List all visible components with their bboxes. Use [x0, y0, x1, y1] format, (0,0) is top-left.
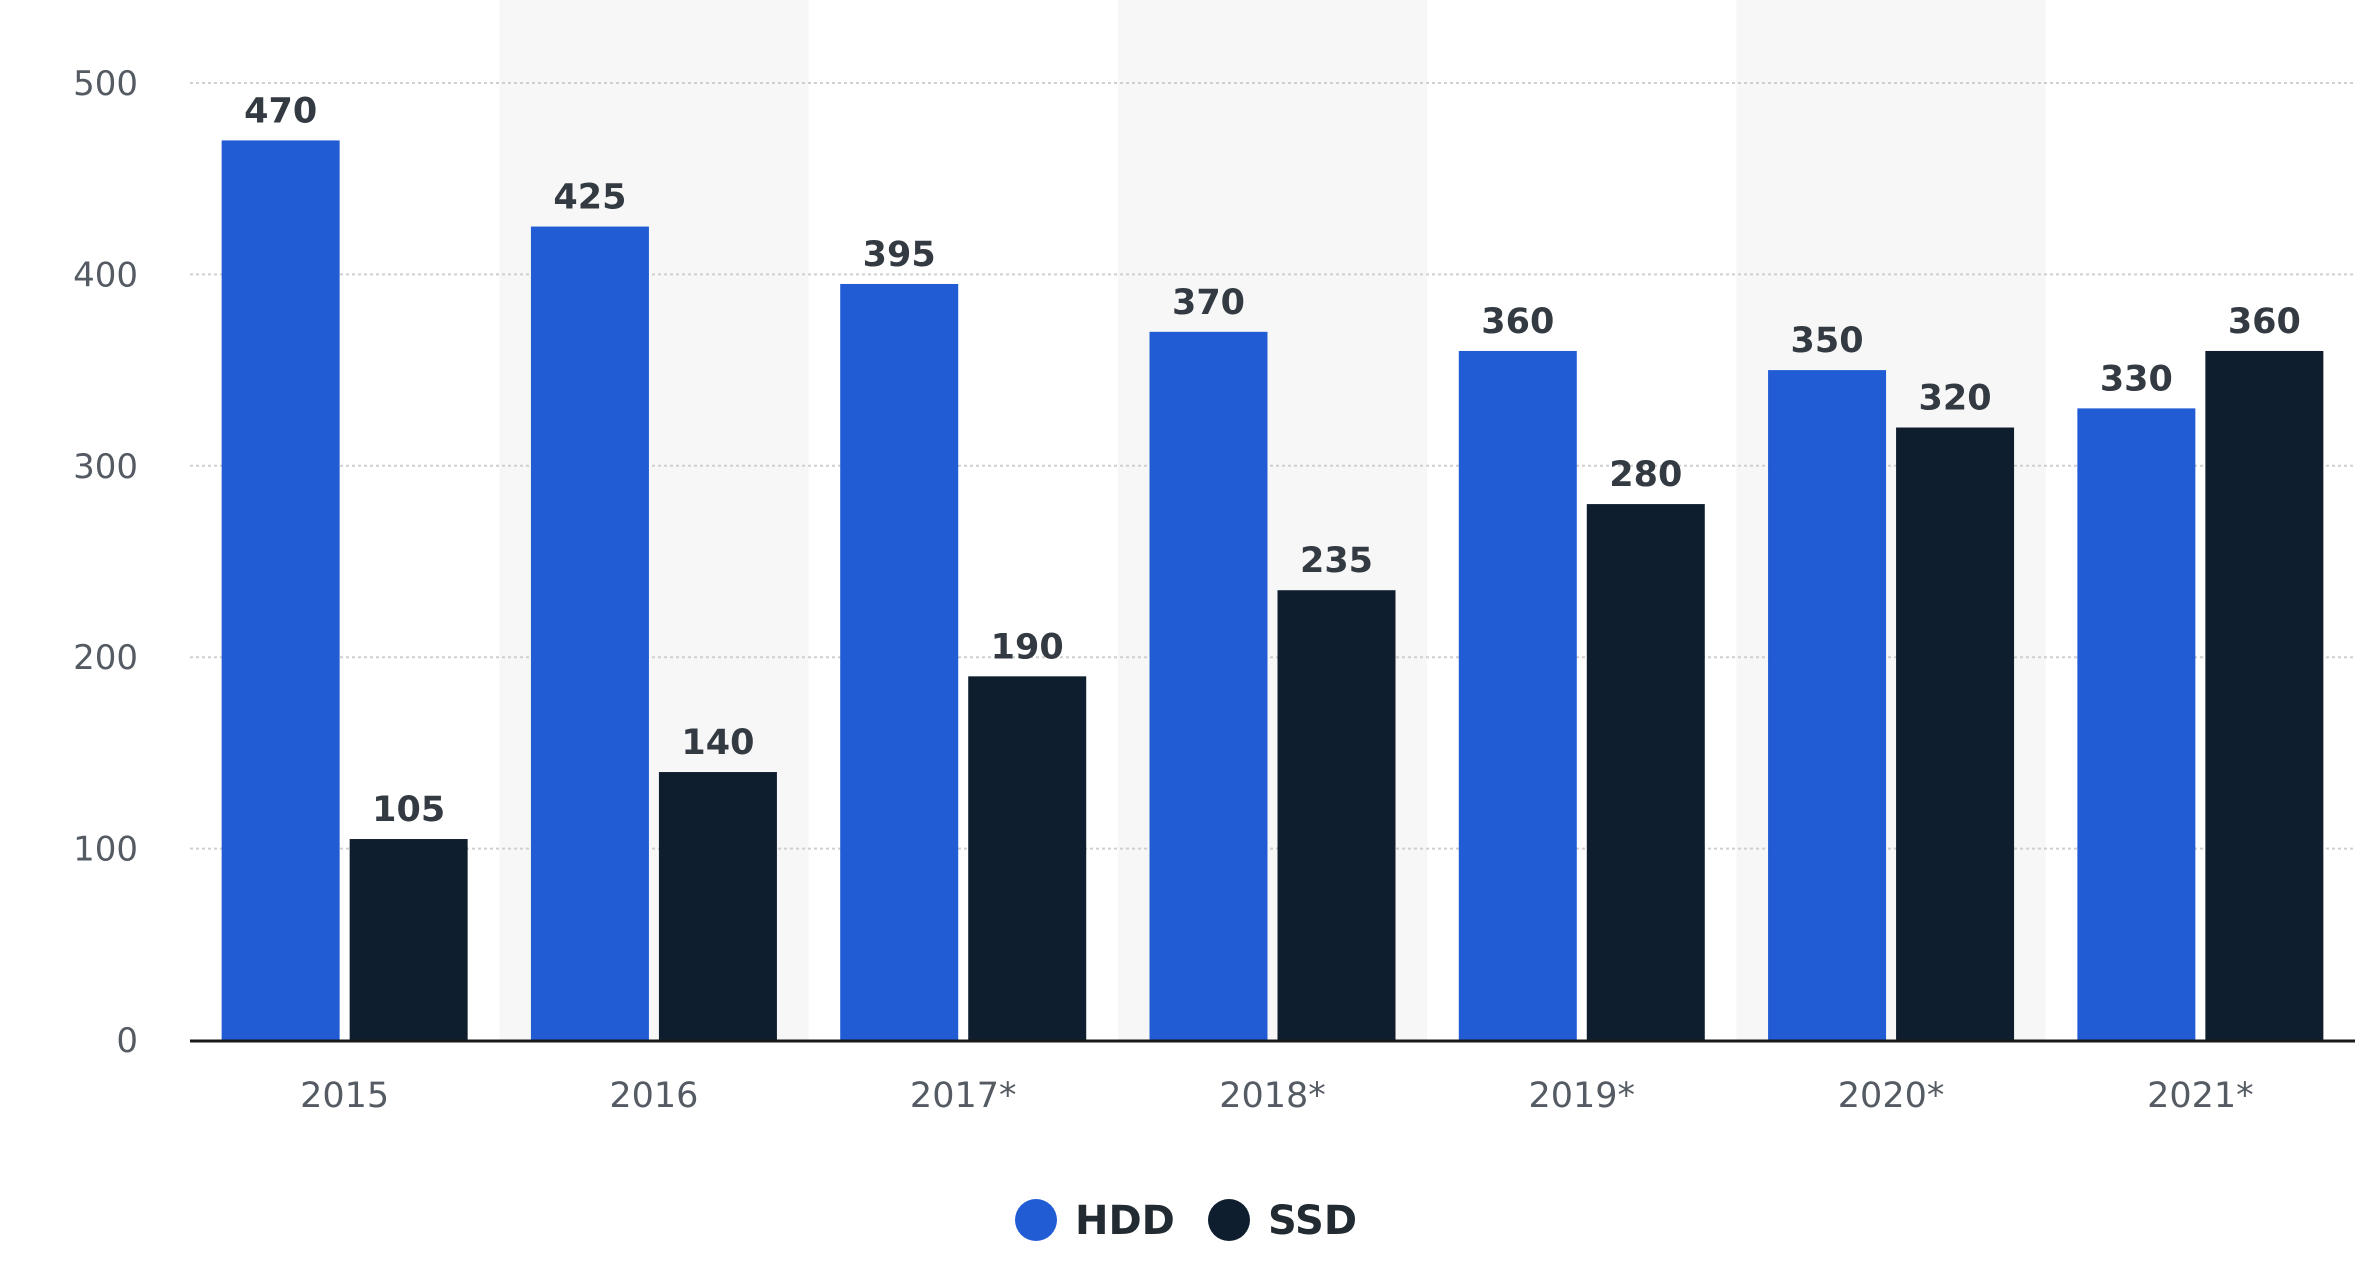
y-tick-label: 200	[73, 638, 138, 678]
data-label: 360	[2228, 302, 2301, 342]
y-tick-label: 300	[73, 447, 138, 487]
y-axis: 0 100 200 300 400 500	[73, 64, 138, 1061]
bar-hdd-2016[interactable]	[530, 226, 649, 1041]
x-tick-label: 2018*	[1219, 1076, 1326, 1116]
x-tick-label: 2015	[300, 1076, 389, 1116]
bar-hdd-2020[interactable]	[1768, 370, 1887, 1041]
bar-ssd-2018[interactable]	[1277, 590, 1396, 1040]
data-label: 280	[1609, 455, 1682, 495]
legend-item-ssd[interactable]: SSD	[1208, 1198, 1357, 1244]
bar-hdd-2019[interactable]	[1458, 350, 1577, 1041]
data-label: 360	[1481, 302, 1554, 342]
data-label: 370	[1172, 283, 1245, 323]
data-label: 425	[553, 178, 626, 218]
bar-ssd-2016[interactable]	[658, 772, 777, 1040]
bar-hdd-2017[interactable]	[840, 283, 959, 1041]
data-label: 395	[863, 235, 936, 275]
data-label: 330	[2100, 359, 2173, 399]
data-label: 470	[244, 91, 317, 131]
data-label: 350	[1791, 321, 1864, 361]
x-tick-label: 2021*	[2147, 1076, 2254, 1116]
data-label: 105	[372, 790, 445, 830]
bar-ssd-2019[interactable]	[1586, 504, 1705, 1041]
data-label: 190	[991, 627, 1064, 667]
bar-hdd-2021[interactable]	[2077, 408, 2196, 1040]
bar-ssd-2021[interactable]	[2205, 350, 2324, 1041]
legend-marker-icon	[1208, 1199, 1250, 1241]
data-label: 235	[1300, 541, 1373, 581]
legend-item-hdd[interactable]: HDD	[1015, 1198, 1175, 1244]
bars	[221, 140, 2324, 1041]
bar-ssd-2015[interactable]	[349, 839, 468, 1040]
bar-ssd-2017[interactable]	[968, 676, 1087, 1040]
y-tick-label: 500	[73, 64, 138, 104]
y-tick-label: 100	[73, 830, 138, 870]
x-tick-label: 2016	[609, 1076, 698, 1116]
legend-label: SSD	[1268, 1198, 1357, 1244]
bar-hdd-2018[interactable]	[1149, 331, 1268, 1040]
x-tick-label: 2019*	[1528, 1076, 1635, 1116]
legend-label: HDD	[1075, 1198, 1175, 1244]
y-tick-label: 400	[73, 255, 138, 295]
bar-hdd-2015[interactable]	[221, 140, 340, 1041]
legend-marker-icon	[1015, 1199, 1057, 1241]
data-label: 320	[1919, 379, 1992, 419]
bar-ssd-2020[interactable]	[1896, 427, 2015, 1040]
data-labels: 470 105 425 140 395 190 370 235 360 280 350 320 330 3…	[244, 91, 2301, 830]
y-tick-label: 0	[116, 1021, 138, 1061]
legend[interactable]: HDD SSD	[1015, 1198, 1357, 1244]
x-axis-ticks: 2015 2016 2017* 2018* 2019* 2020* 2021*	[300, 1076, 2254, 1116]
data-label: 140	[681, 723, 754, 763]
x-tick-label: 2017*	[910, 1076, 1017, 1116]
x-tick-label: 2020*	[1838, 1076, 1945, 1116]
